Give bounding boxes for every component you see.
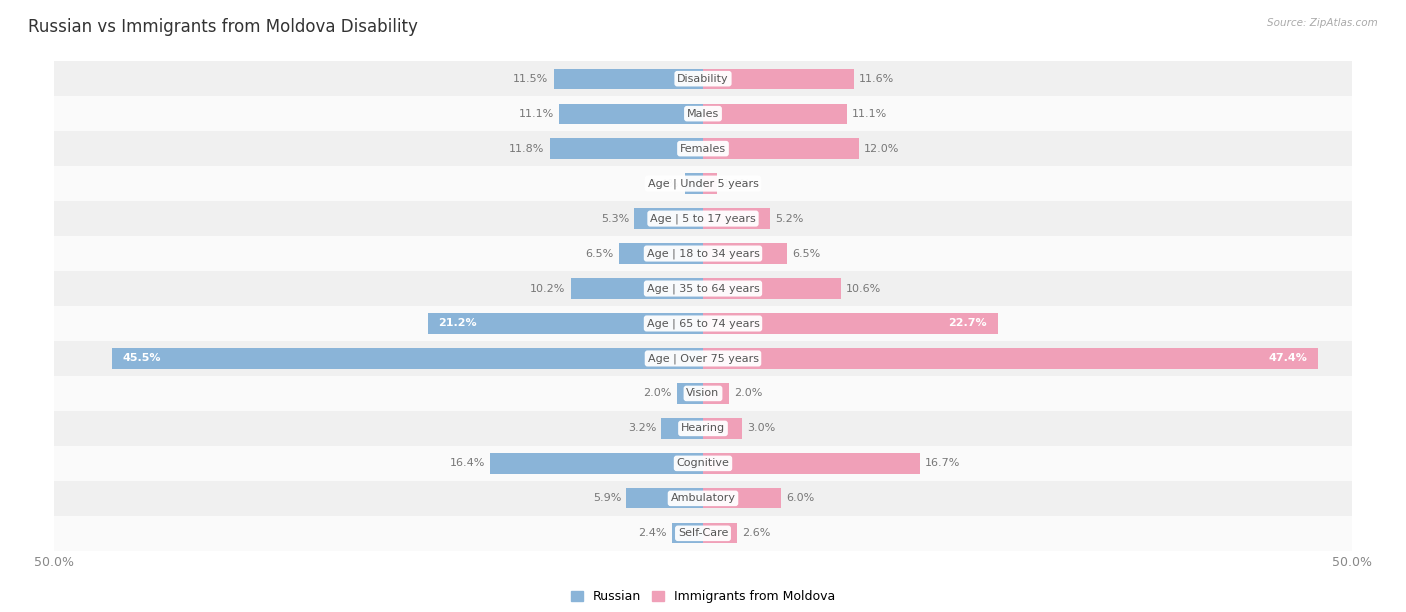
Text: Self-Care: Self-Care: [678, 528, 728, 539]
Text: 11.5%: 11.5%: [513, 73, 548, 84]
Text: 5.3%: 5.3%: [600, 214, 628, 223]
Bar: [491, 453, 703, 474]
Text: Age | 18 to 34 years: Age | 18 to 34 years: [647, 248, 759, 259]
Bar: [703, 138, 859, 159]
Bar: [685, 173, 703, 194]
Text: Disability: Disability: [678, 73, 728, 84]
Bar: [619, 244, 703, 264]
Text: 2.6%: 2.6%: [742, 528, 770, 539]
Text: 1.1%: 1.1%: [723, 179, 751, 188]
Text: 11.8%: 11.8%: [509, 144, 544, 154]
Text: 21.2%: 21.2%: [439, 318, 477, 329]
Bar: [53, 201, 1353, 236]
Bar: [627, 488, 703, 509]
Text: 16.7%: 16.7%: [925, 458, 960, 468]
Bar: [53, 411, 1353, 446]
Bar: [550, 138, 703, 159]
Bar: [112, 348, 703, 368]
Text: 2.4%: 2.4%: [638, 528, 666, 539]
Text: 6.5%: 6.5%: [793, 248, 821, 258]
Bar: [560, 103, 703, 124]
Bar: [703, 348, 1319, 368]
Bar: [703, 69, 853, 89]
Bar: [53, 166, 1353, 201]
Text: 12.0%: 12.0%: [863, 144, 900, 154]
Bar: [678, 383, 703, 403]
Bar: [703, 453, 920, 474]
Bar: [53, 131, 1353, 166]
Text: 22.7%: 22.7%: [949, 318, 987, 329]
Text: Females: Females: [681, 144, 725, 154]
Bar: [703, 244, 787, 264]
Text: 45.5%: 45.5%: [122, 354, 162, 364]
Text: 6.0%: 6.0%: [786, 493, 814, 503]
Bar: [571, 278, 703, 299]
Text: 1.4%: 1.4%: [651, 179, 679, 188]
Bar: [703, 383, 728, 403]
Bar: [53, 341, 1353, 376]
Bar: [634, 209, 703, 229]
Bar: [53, 376, 1353, 411]
Text: 6.5%: 6.5%: [585, 248, 613, 258]
Text: 2.0%: 2.0%: [734, 389, 762, 398]
Bar: [703, 278, 841, 299]
Bar: [53, 271, 1353, 306]
Text: Russian vs Immigrants from Moldova Disability: Russian vs Immigrants from Moldova Disab…: [28, 18, 418, 36]
Text: Age | 65 to 74 years: Age | 65 to 74 years: [647, 318, 759, 329]
Bar: [703, 488, 780, 509]
Bar: [703, 209, 770, 229]
Text: Age | 35 to 64 years: Age | 35 to 64 years: [647, 283, 759, 294]
Bar: [554, 69, 703, 89]
Bar: [53, 61, 1353, 96]
Text: Age | Over 75 years: Age | Over 75 years: [648, 353, 758, 364]
Text: Hearing: Hearing: [681, 424, 725, 433]
Bar: [53, 516, 1353, 551]
Bar: [703, 523, 737, 543]
Bar: [53, 236, 1353, 271]
Bar: [703, 103, 846, 124]
Text: Age | 5 to 17 years: Age | 5 to 17 years: [650, 214, 756, 224]
Bar: [53, 481, 1353, 516]
Text: 11.1%: 11.1%: [519, 109, 554, 119]
Bar: [661, 418, 703, 439]
Text: 47.4%: 47.4%: [1270, 354, 1308, 364]
Bar: [703, 313, 998, 334]
Text: 10.2%: 10.2%: [530, 283, 565, 294]
Text: Males: Males: [688, 109, 718, 119]
Bar: [427, 313, 703, 334]
Text: 3.0%: 3.0%: [747, 424, 775, 433]
Text: 5.9%: 5.9%: [593, 493, 621, 503]
Text: 16.4%: 16.4%: [450, 458, 485, 468]
Text: 5.2%: 5.2%: [776, 214, 804, 223]
Text: 2.0%: 2.0%: [644, 389, 672, 398]
Text: Age | Under 5 years: Age | Under 5 years: [648, 178, 758, 189]
Text: 11.1%: 11.1%: [852, 109, 887, 119]
Legend: Russian, Immigrants from Moldova: Russian, Immigrants from Moldova: [565, 585, 841, 608]
Text: 10.6%: 10.6%: [846, 283, 882, 294]
Bar: [53, 306, 1353, 341]
Text: Ambulatory: Ambulatory: [671, 493, 735, 503]
Bar: [672, 523, 703, 543]
Text: Cognitive: Cognitive: [676, 458, 730, 468]
Bar: [53, 96, 1353, 131]
Bar: [703, 418, 742, 439]
Bar: [703, 173, 717, 194]
Text: Source: ZipAtlas.com: Source: ZipAtlas.com: [1267, 18, 1378, 28]
Text: 11.6%: 11.6%: [859, 73, 894, 84]
Text: 3.2%: 3.2%: [628, 424, 657, 433]
Text: Vision: Vision: [686, 389, 720, 398]
Bar: [53, 446, 1353, 481]
